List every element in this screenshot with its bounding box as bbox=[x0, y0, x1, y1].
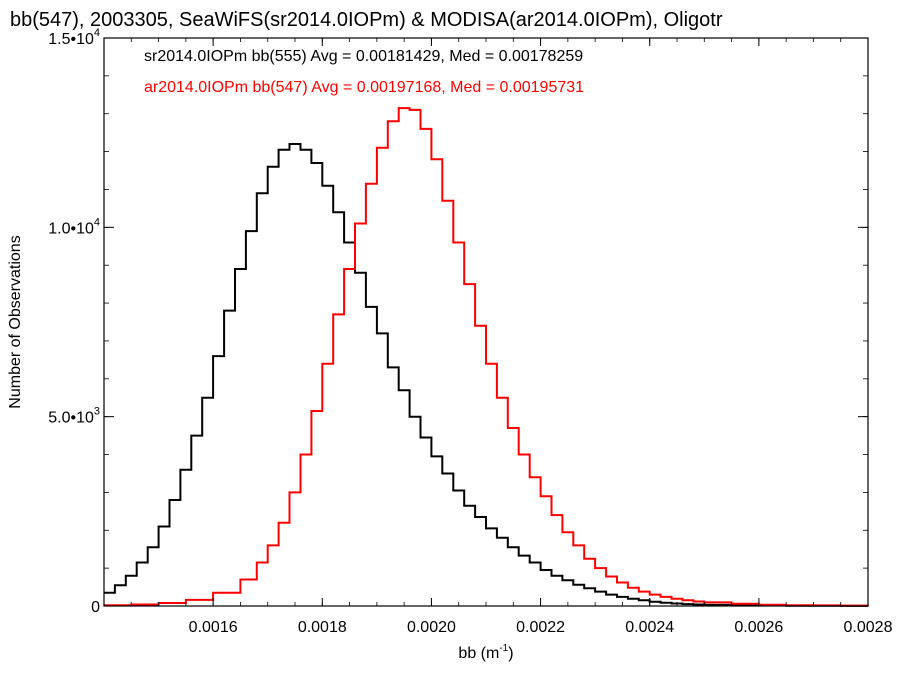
x-tick-label: 0.0026 bbox=[734, 619, 783, 636]
legend-entry-ar2014: ar2014.0IOPm bb(547) Avg = 0.00197168, M… bbox=[144, 79, 584, 96]
x-axis-label-exponent: -1 bbox=[499, 643, 508, 654]
series-line-0 bbox=[104, 143, 868, 607]
x-axis-ticks: 0.0016 0.0018 0.0020 0.0022 0.0024 0.0026 0.00… bbox=[103, 38, 893, 636]
x-tick-label: 0.0028 bbox=[844, 619, 893, 636]
x-tick-label: 0.0022 bbox=[516, 619, 565, 636]
y-axis-ticks: 0 5.0•103 1.0•104 1.5•104 bbox=[48, 27, 868, 616]
y-tick-label: 1.5•104 bbox=[48, 27, 100, 48]
chart-title: bb(547), 2003305, SeaWiFS(sr2014.0IOPm) … bbox=[10, 9, 723, 31]
y-tick-label: 0 bbox=[91, 599, 100, 616]
x-tick-label: 0.0018 bbox=[298, 619, 347, 636]
x-tick-label: 0.0024 bbox=[625, 619, 674, 636]
series-layer bbox=[104, 107, 869, 607]
y-tick-label: 1.0•104 bbox=[48, 216, 100, 237]
series-line-1 bbox=[104, 107, 869, 607]
y-tick-label: 5.0•103 bbox=[48, 406, 100, 427]
x-tick-label: 0.0016 bbox=[189, 619, 238, 636]
legend-entry-sr2014: sr2014.0IOPm bb(555) Avg = 0.00181429, M… bbox=[144, 48, 583, 65]
x-axis-label: bb (m-1) bbox=[458, 643, 513, 662]
y-axis-label: Number of Observations bbox=[7, 235, 24, 408]
x-axis-label-close: ) bbox=[508, 645, 513, 662]
x-axis-label-text: bb (m bbox=[458, 645, 499, 662]
x-tick-label: 0.0020 bbox=[407, 619, 456, 636]
